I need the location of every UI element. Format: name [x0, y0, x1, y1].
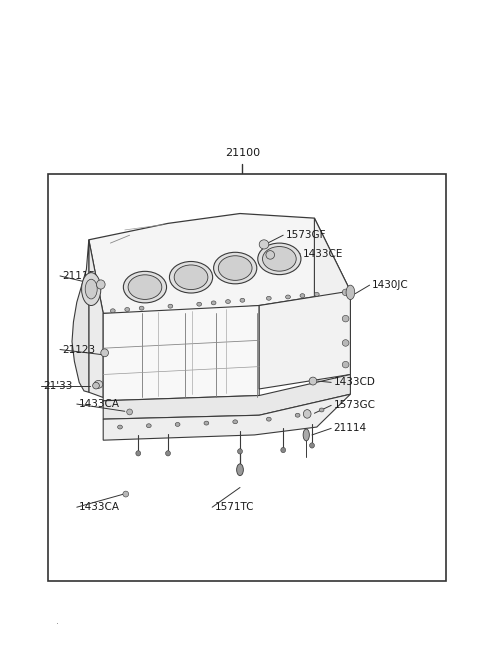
Polygon shape — [89, 214, 350, 314]
Ellipse shape — [286, 295, 290, 299]
Ellipse shape — [82, 273, 101, 306]
Ellipse shape — [319, 408, 324, 412]
Text: 21115: 21115 — [62, 271, 96, 281]
Text: 1430JC: 1430JC — [372, 280, 409, 290]
Ellipse shape — [101, 349, 108, 357]
Ellipse shape — [166, 451, 170, 456]
Ellipse shape — [237, 464, 243, 476]
Text: 1433CA: 1433CA — [79, 399, 120, 409]
Text: 1571TC: 1571TC — [215, 502, 254, 512]
Ellipse shape — [300, 294, 305, 298]
Ellipse shape — [314, 292, 319, 296]
Ellipse shape — [266, 250, 275, 260]
Ellipse shape — [139, 306, 144, 310]
Ellipse shape — [266, 417, 271, 421]
Ellipse shape — [263, 246, 296, 271]
Polygon shape — [259, 291, 350, 389]
Ellipse shape — [281, 447, 286, 453]
Text: .: . — [56, 616, 59, 626]
Polygon shape — [72, 240, 89, 392]
Text: 1433CA: 1433CA — [79, 502, 120, 512]
Text: 1573GC: 1573GC — [334, 400, 375, 411]
Text: 21123: 21123 — [62, 344, 96, 355]
Ellipse shape — [123, 491, 129, 497]
Ellipse shape — [342, 289, 349, 296]
Ellipse shape — [146, 424, 151, 428]
Ellipse shape — [118, 425, 122, 429]
Ellipse shape — [169, 261, 213, 293]
Ellipse shape — [204, 421, 209, 425]
Ellipse shape — [233, 420, 238, 424]
Ellipse shape — [303, 410, 311, 419]
Ellipse shape — [214, 252, 257, 284]
Ellipse shape — [127, 409, 132, 415]
Ellipse shape — [211, 301, 216, 305]
Ellipse shape — [94, 380, 103, 388]
Polygon shape — [314, 218, 350, 374]
Ellipse shape — [218, 256, 252, 281]
Ellipse shape — [310, 443, 314, 448]
Ellipse shape — [342, 340, 349, 346]
Ellipse shape — [226, 300, 230, 304]
Ellipse shape — [303, 429, 310, 441]
Ellipse shape — [197, 302, 202, 306]
Text: 21100: 21100 — [225, 148, 260, 158]
Polygon shape — [103, 374, 350, 419]
Polygon shape — [103, 306, 259, 401]
Ellipse shape — [85, 279, 97, 299]
Ellipse shape — [259, 240, 269, 249]
Ellipse shape — [93, 382, 99, 389]
Ellipse shape — [174, 265, 208, 290]
Text: 21'33: 21'33 — [43, 380, 72, 391]
Ellipse shape — [258, 243, 301, 275]
Ellipse shape — [295, 413, 300, 417]
Ellipse shape — [175, 422, 180, 426]
Ellipse shape — [238, 449, 242, 454]
Text: 1433CE: 1433CE — [302, 248, 343, 259]
Text: 21114: 21114 — [334, 423, 367, 434]
Ellipse shape — [128, 275, 162, 300]
Ellipse shape — [240, 298, 245, 302]
Ellipse shape — [309, 377, 317, 385]
Polygon shape — [89, 240, 103, 397]
Text: 1433CD: 1433CD — [334, 377, 375, 388]
Text: 1573GF: 1573GF — [286, 230, 326, 240]
Ellipse shape — [266, 296, 271, 300]
Ellipse shape — [342, 315, 349, 322]
Ellipse shape — [123, 271, 167, 303]
Bar — [48, 174, 446, 581]
Ellipse shape — [110, 309, 115, 313]
Polygon shape — [103, 394, 350, 440]
Ellipse shape — [168, 304, 173, 308]
Ellipse shape — [96, 280, 105, 289]
Ellipse shape — [125, 307, 130, 311]
Ellipse shape — [342, 361, 349, 368]
Ellipse shape — [346, 285, 355, 300]
Ellipse shape — [136, 451, 141, 456]
